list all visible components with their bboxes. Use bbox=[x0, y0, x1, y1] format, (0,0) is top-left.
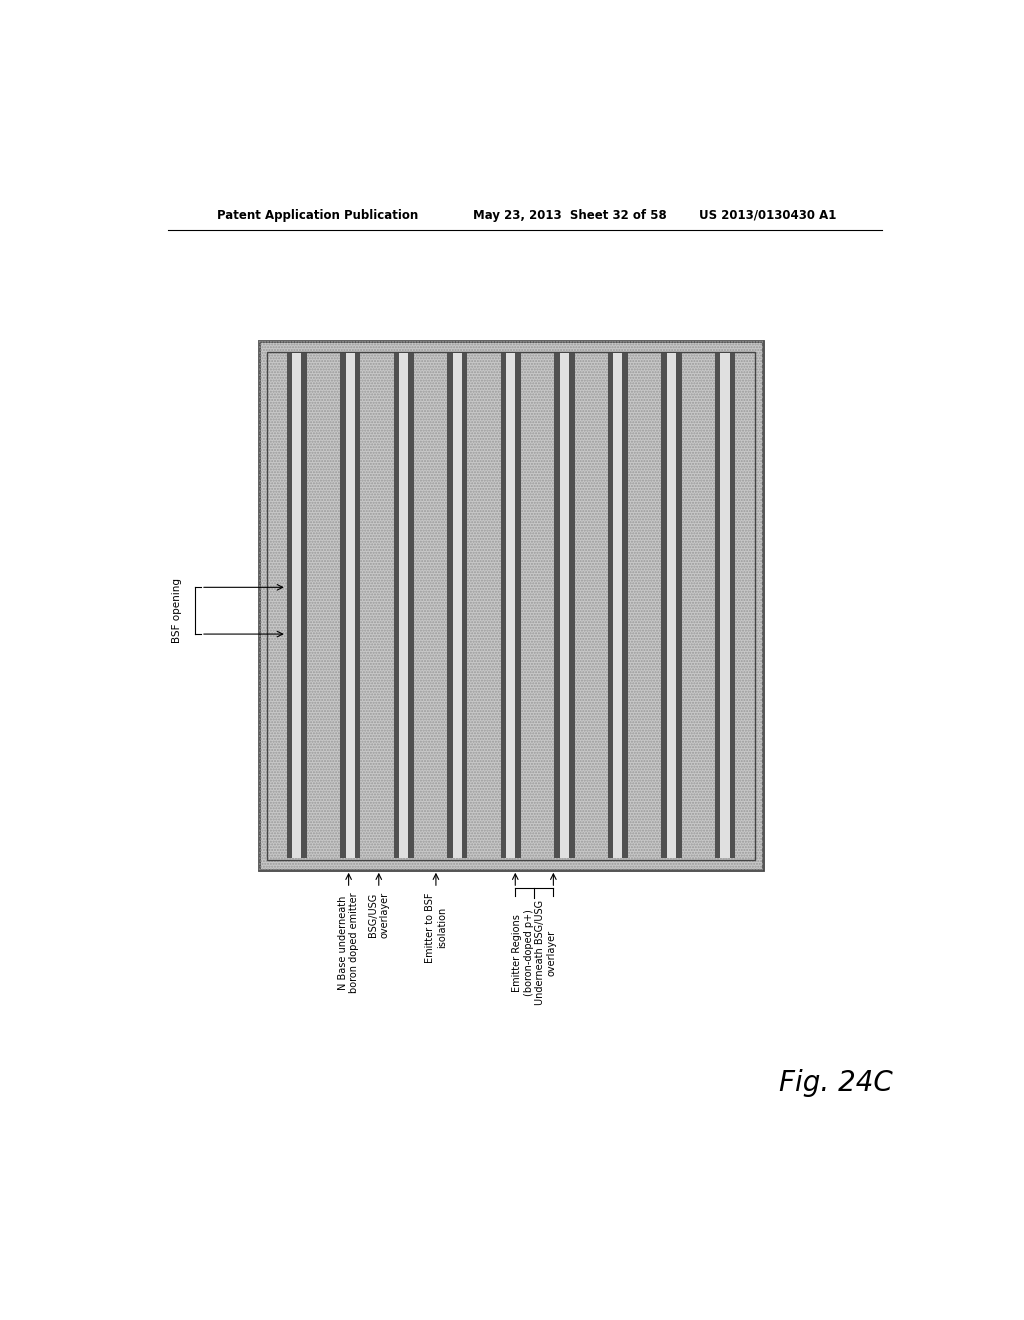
Bar bbox=[259, 342, 763, 870]
Bar bbox=[346, 352, 355, 858]
Bar bbox=[507, 352, 515, 858]
Bar bbox=[662, 352, 682, 858]
Bar bbox=[399, 352, 409, 858]
Bar bbox=[394, 352, 414, 858]
Text: BSG/USG
overlayer: BSG/USG overlayer bbox=[368, 892, 389, 939]
Bar bbox=[721, 352, 729, 858]
Text: Fig. 24C: Fig. 24C bbox=[778, 1069, 893, 1097]
Bar bbox=[667, 352, 676, 858]
Bar bbox=[447, 352, 468, 858]
Bar bbox=[292, 352, 301, 858]
Text: May 23, 2013  Sheet 32 of 58: May 23, 2013 Sheet 32 of 58 bbox=[473, 209, 667, 222]
Bar bbox=[259, 342, 763, 870]
Text: Emitter Regions
(boron-doped p+)
Underneath BSG/USG
overlayer: Emitter Regions (boron-doped p+) Underne… bbox=[512, 900, 557, 1006]
Bar bbox=[715, 352, 735, 858]
Bar bbox=[340, 352, 360, 858]
Bar bbox=[501, 352, 521, 858]
Bar bbox=[608, 352, 628, 858]
Bar bbox=[287, 352, 307, 858]
Bar bbox=[453, 352, 462, 858]
Text: Emitter to BSF
isolation: Emitter to BSF isolation bbox=[425, 892, 446, 962]
Bar bbox=[554, 352, 574, 858]
Bar bbox=[267, 351, 755, 859]
Bar bbox=[613, 352, 623, 858]
Text: BSF opening: BSF opening bbox=[172, 578, 182, 643]
Text: N Base underneath
boron doped emitter: N Base underneath boron doped emitter bbox=[338, 892, 359, 993]
Text: US 2013/0130430 A1: US 2013/0130430 A1 bbox=[699, 209, 837, 222]
Bar bbox=[560, 352, 569, 858]
Text: Patent Application Publication: Patent Application Publication bbox=[217, 209, 418, 222]
